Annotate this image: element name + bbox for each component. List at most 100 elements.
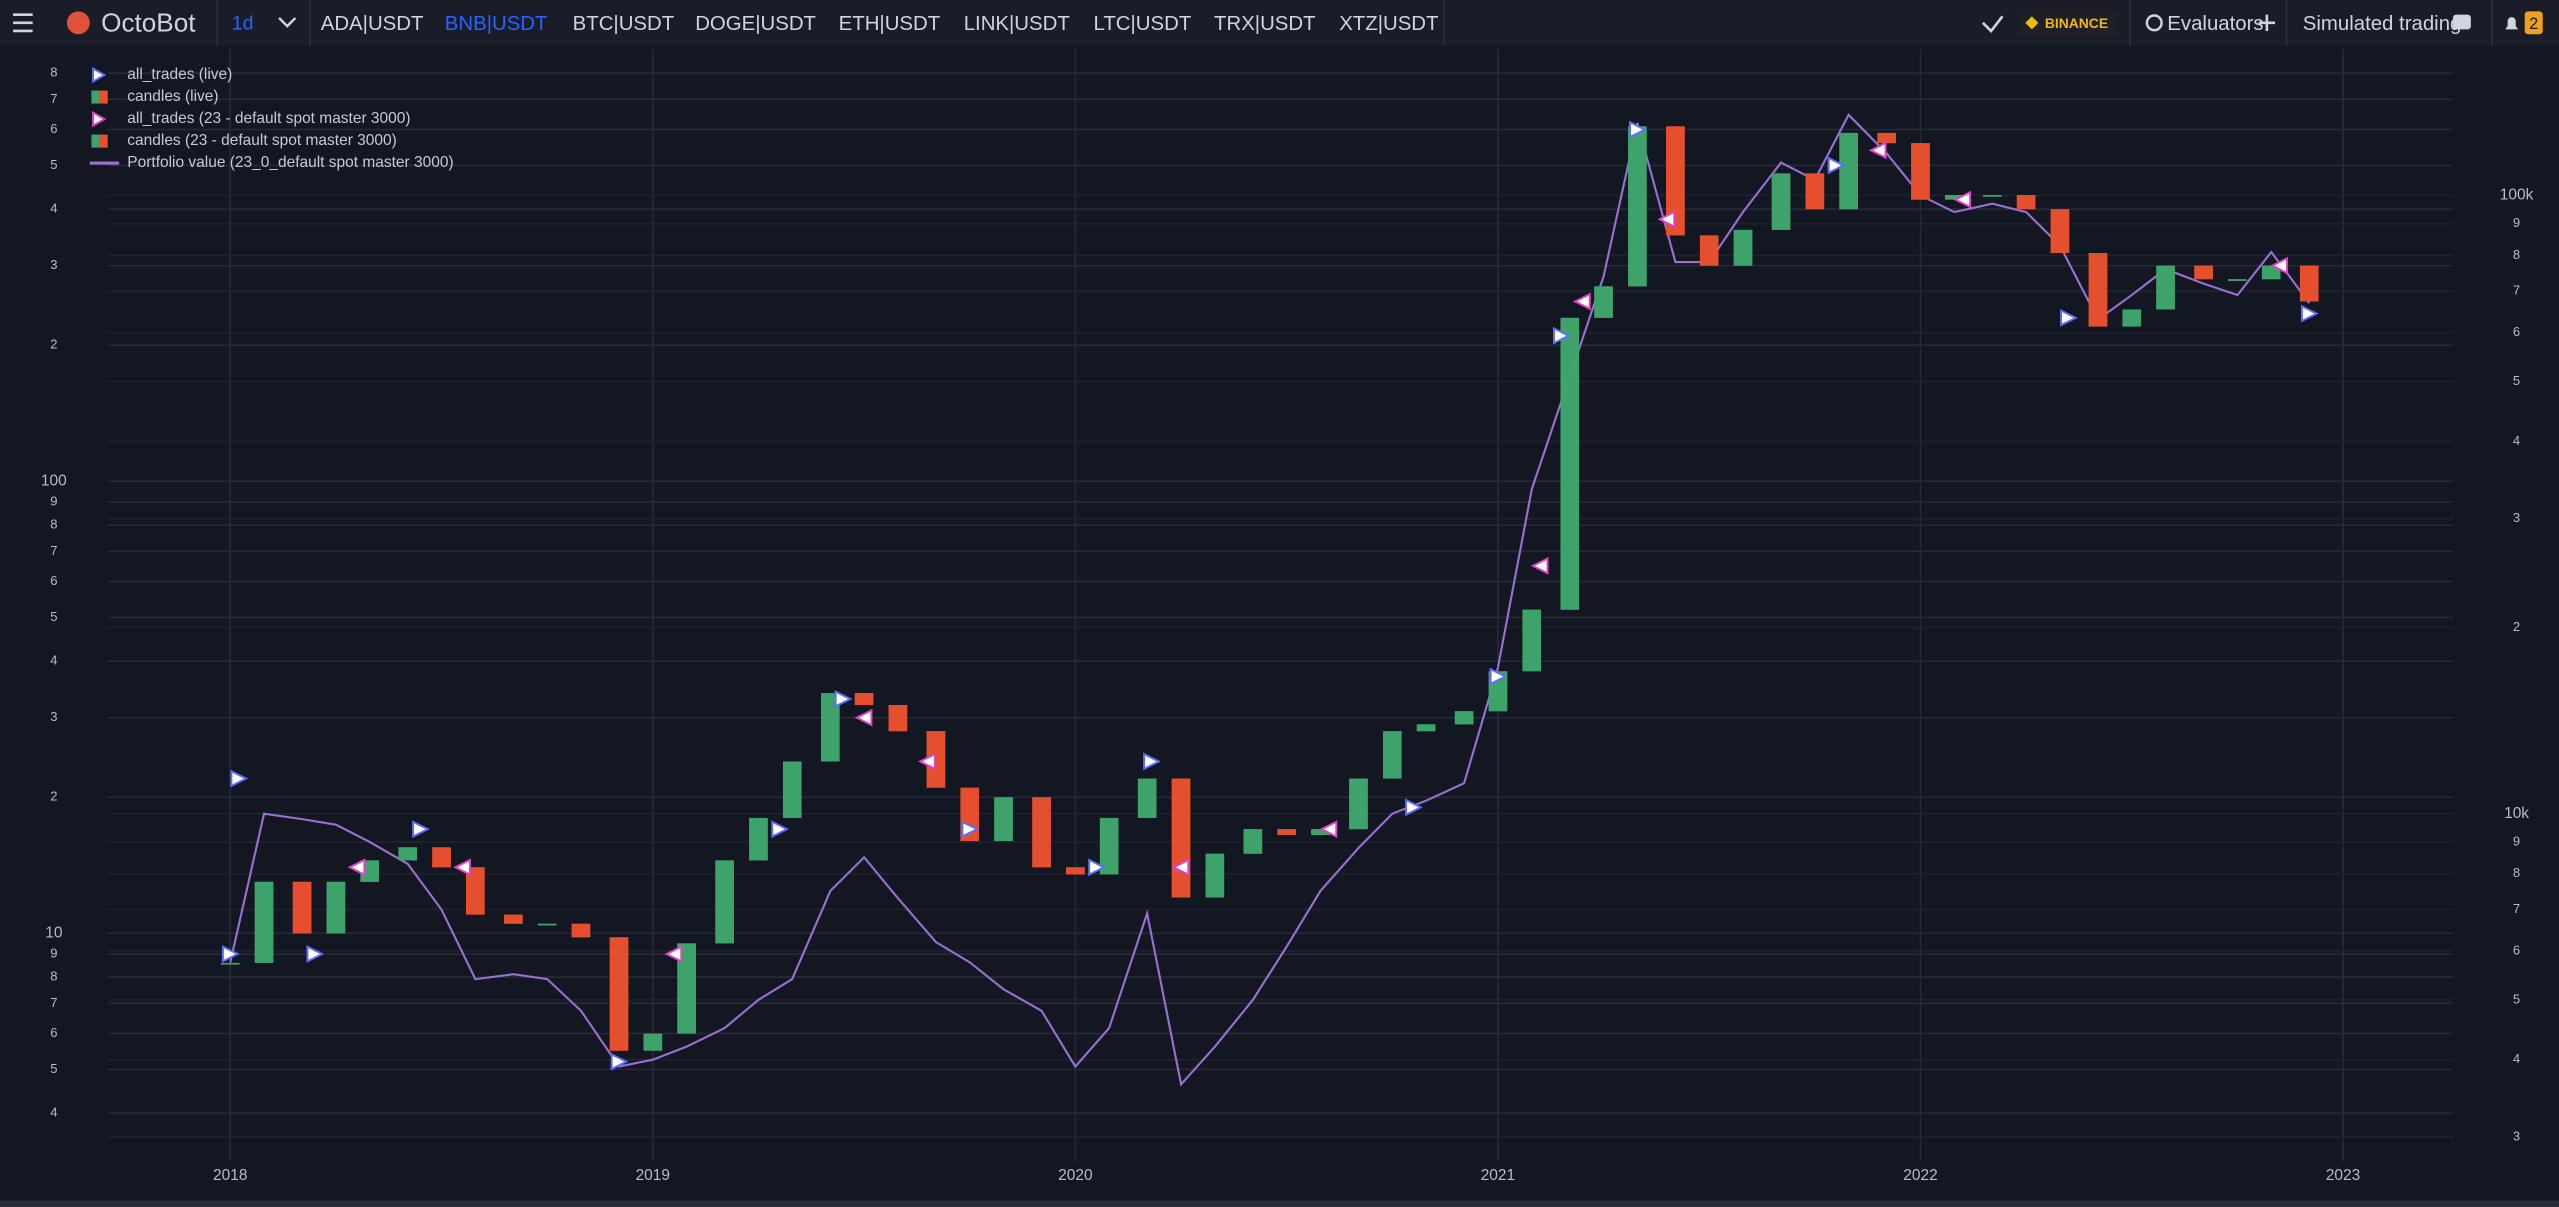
x-tick-label: 2023	[2326, 1167, 2360, 1184]
timeframe[interactable]: 1d	[232, 13, 254, 35]
y2-tick-label: 2	[2513, 619, 2520, 634]
candle	[1594, 286, 1613, 318]
candle	[1699, 235, 1719, 266]
menu-button[interactable]	[13, 13, 33, 33]
y-tick-label: 6	[50, 573, 57, 588]
trade-marker	[1088, 858, 1107, 877]
y-tick-label: 4	[50, 653, 57, 668]
candle	[1983, 195, 2002, 197]
trade-marker	[771, 820, 790, 839]
trade-marker	[1319, 820, 1338, 839]
trading-mode[interactable]: Simulated trading	[2303, 13, 2462, 35]
x-tick-label: 2021	[1481, 1167, 1515, 1184]
candle	[398, 847, 418, 861]
trade-marker	[1552, 326, 1571, 345]
candle	[1560, 317, 1580, 610]
bell-icon[interactable]	[2505, 17, 2519, 30]
candle	[1311, 829, 1330, 836]
pair-tab[interactable]: XTZ|USDT	[1339, 13, 1438, 35]
pair-tab[interactable]: LINK|USDT	[964, 13, 1070, 35]
trade-marker	[2270, 256, 2288, 275]
trade-marker	[1171, 858, 1190, 877]
pair-tab[interactable]: TRX|USDT	[1214, 13, 1316, 35]
candle	[292, 881, 312, 934]
evaluators[interactable]: Evaluators	[2167, 13, 2263, 35]
candle	[1522, 609, 1542, 672]
y-tick-label: 5	[50, 157, 57, 172]
candle	[1205, 853, 1225, 898]
y-tick-label: 4	[50, 201, 57, 216]
timeframe-chevron[interactable]	[278, 17, 297, 28]
pair-tab[interactable]: DOGE|USDT	[695, 13, 816, 35]
add-icon[interactable]	[2258, 14, 2276, 31]
y2-tick-label: 8	[2513, 865, 2520, 880]
x-tick-label: 2018	[213, 1167, 247, 1184]
pair-tab[interactable]: ADA|USDT	[321, 13, 424, 35]
footer-bar	[0, 1200, 2559, 1207]
y2-tick-label: 5	[2513, 373, 2520, 388]
logo	[66, 11, 90, 35]
legend-label: candles (live)	[127, 88, 218, 105]
y-tick-label: 100	[41, 472, 67, 489]
y-tick-label: 10	[45, 924, 62, 941]
candle	[677, 943, 696, 1034]
trade-marker	[1953, 190, 1972, 209]
candle	[2261, 265, 2281, 280]
y-tick-label: 7	[50, 995, 57, 1010]
trade-marker	[2300, 304, 2319, 323]
trade-marker	[1629, 120, 1647, 139]
candle	[1454, 711, 1474, 725]
candle	[1243, 829, 1263, 854]
trade-marker	[306, 945, 325, 963]
y-tick-label: 4	[50, 1105, 57, 1120]
legend-icon	[92, 110, 107, 128]
pair-tab[interactable]: BTC|USDT	[573, 13, 675, 35]
candle	[1771, 173, 1791, 230]
y2-tick-label: 5	[2513, 991, 2520, 1006]
navbar	[0, 0, 2559, 46]
candle	[749, 817, 768, 861]
candle	[1877, 132, 1896, 144]
check-icon[interactable]	[1981, 15, 2004, 33]
legend-icon	[91, 90, 100, 104]
notification-count: 2	[2529, 15, 2538, 33]
y2-tick-label: 6	[2513, 942, 2520, 957]
trade-marker	[1405, 798, 1423, 817]
candle	[466, 867, 485, 915]
trade-marker	[230, 769, 249, 788]
trade-marker	[610, 1052, 629, 1071]
candle	[1628, 126, 1647, 287]
candle	[820, 693, 840, 762]
candle	[1137, 778, 1157, 818]
trade-marker	[2060, 308, 2078, 327]
trade-marker	[1868, 141, 1887, 160]
y-tick-label: 2	[50, 789, 57, 804]
trade-marker	[453, 858, 471, 877]
candle	[926, 731, 946, 788]
trade-marker	[834, 690, 853, 708]
pair-tab[interactable]: BNB|USDT	[445, 13, 548, 35]
candle	[1382, 731, 1402, 779]
candle	[2088, 253, 2108, 327]
candle	[1666, 126, 1685, 236]
candle	[1416, 724, 1436, 732]
candle	[2156, 265, 2175, 310]
y-tick-label: 8	[50, 65, 57, 80]
candle	[1805, 173, 1825, 210]
legend-label: candles (23 - default spot master 3000)	[127, 132, 396, 149]
y-tick-label: 3	[50, 257, 57, 272]
candle	[571, 923, 591, 938]
pair-tab[interactable]: ETH|USDT	[839, 13, 941, 35]
trade-marker	[221, 945, 240, 963]
y-tick-label: 2	[50, 337, 57, 352]
trade-marker	[917, 752, 936, 771]
y-tick-label: 9	[50, 945, 57, 960]
candle	[432, 847, 451, 868]
brand[interactable]: OctoBot	[101, 7, 196, 37]
y-tick-label: 5	[50, 1061, 57, 1076]
pair-tab[interactable]: LTC|USDT	[1094, 13, 1192, 35]
evaluators-icon[interactable]	[2145, 14, 2163, 32]
candle	[537, 923, 557, 926]
notification-badge	[2524, 11, 2543, 35]
